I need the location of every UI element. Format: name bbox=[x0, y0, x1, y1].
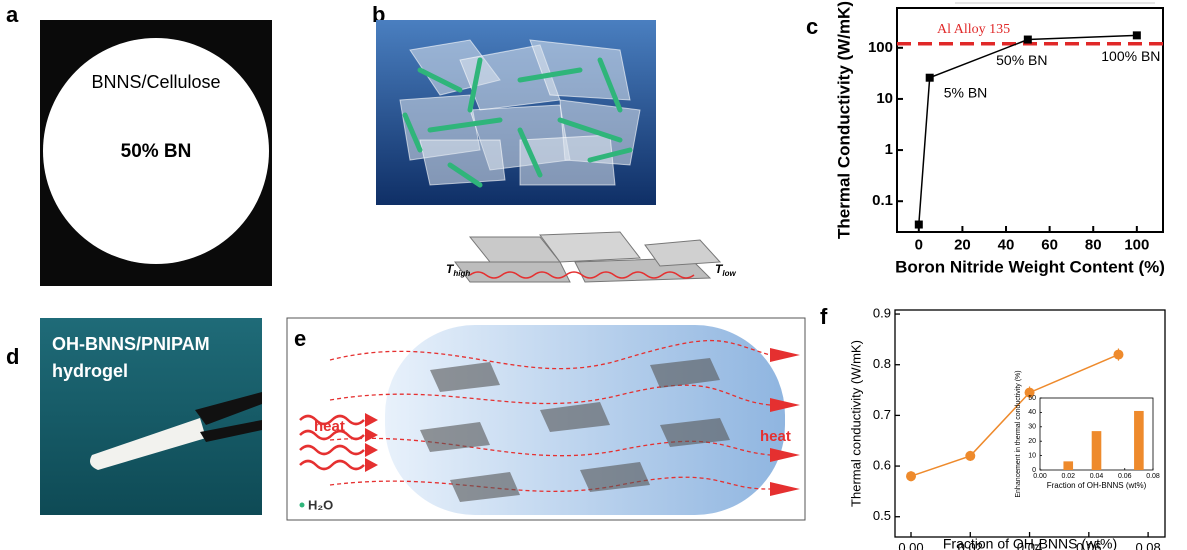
heat-label: heat bbox=[760, 428, 791, 445]
y-tick-label: 0.9 bbox=[873, 305, 891, 320]
y-tick-label: 0 bbox=[1032, 467, 1036, 474]
reference-label: Al Alloy 135 bbox=[937, 22, 1010, 37]
y-axis-label: Thermal Conductivity (W/mK) bbox=[834, 1, 853, 239]
data-point bbox=[1023, 35, 1032, 44]
sample-label: hydrogel bbox=[52, 361, 128, 381]
water-label: H₂O bbox=[308, 497, 333, 512]
symbol: T bbox=[715, 262, 724, 276]
y-tick-label: 0.6 bbox=[873, 458, 891, 473]
point-label: 50% BN bbox=[996, 52, 1047, 68]
symbol: T bbox=[446, 262, 455, 276]
hydrogel bbox=[90, 418, 206, 470]
subscript: low bbox=[722, 269, 736, 278]
x-axis-label: Fraction of OH-BNNS (wt%) bbox=[1047, 481, 1147, 490]
bar bbox=[1091, 431, 1102, 470]
y-tick-label: 0.8 bbox=[873, 356, 891, 371]
data-point bbox=[965, 450, 976, 461]
data-point bbox=[1113, 349, 1124, 360]
sample-label: OH-BNNS/PNIPAM bbox=[52, 334, 210, 354]
point-label: 5% BN bbox=[944, 84, 988, 100]
cellulose-fibers bbox=[402, 57, 633, 188]
x-tick-label: 80 bbox=[1085, 236, 1102, 253]
panel-letter: a bbox=[6, 2, 19, 27]
y-tick-label: 0.1 bbox=[872, 192, 893, 209]
x-tick-label: 100 bbox=[1124, 236, 1149, 253]
data-line bbox=[918, 34, 1137, 225]
temperature-label: Thigh bbox=[446, 262, 470, 278]
x-axis-label: Boron Nitride Weight Content (%) bbox=[895, 257, 1165, 276]
x-tick-label: 0.08 bbox=[1135, 540, 1160, 550]
x-tick-label: 0.02 bbox=[958, 540, 983, 550]
panel-letter: e bbox=[294, 326, 306, 351]
y-tick-label: 1 bbox=[885, 141, 893, 158]
panel-letter: d bbox=[6, 344, 19, 369]
tweezers bbox=[195, 392, 262, 442]
x-tick-label: 0.06 bbox=[1118, 473, 1132, 480]
x-tick-label: 40 bbox=[998, 236, 1015, 253]
point-label: 100% BN bbox=[1101, 48, 1160, 64]
y-tick-label: 30 bbox=[1028, 424, 1036, 431]
y-axis-label: Enhancement in thermal conductivity (%) bbox=[1015, 370, 1022, 497]
y-tick-label: 20 bbox=[1028, 438, 1036, 445]
y-tick-label: 50 bbox=[1028, 395, 1036, 402]
data-point bbox=[1024, 387, 1035, 398]
bar bbox=[1063, 461, 1074, 470]
panel-letter: c bbox=[806, 14, 818, 39]
x-tick-label: 0.04 bbox=[1017, 540, 1042, 550]
x-tick-label: 0.04 bbox=[1090, 473, 1104, 480]
y-axis-label: Thermal conductivity (W/mK) bbox=[848, 340, 863, 507]
bar bbox=[1134, 410, 1144, 470]
y-tick-label: 10 bbox=[1028, 452, 1036, 459]
x-tick-label: 60 bbox=[1041, 236, 1058, 253]
y-tick-label: 100 bbox=[868, 39, 893, 56]
arrows bbox=[365, 348, 800, 496]
data-point bbox=[1132, 31, 1141, 40]
y-tick-label: 0.5 bbox=[873, 508, 891, 523]
panel-letter: f bbox=[820, 304, 828, 329]
water-marker bbox=[299, 502, 305, 508]
x-tick-label: 0.00 bbox=[1033, 473, 1047, 480]
x-tick-label: 0.06 bbox=[1076, 540, 1101, 550]
data-point bbox=[914, 220, 923, 229]
x-axis-label: Fraction of OH-BNNS (wt%) bbox=[943, 536, 1117, 550]
heat-waves bbox=[299, 414, 365, 471]
heat-label: heat bbox=[314, 418, 345, 435]
y-tick-label: 0.7 bbox=[873, 407, 891, 422]
sample-label: BNNS/Cellulose bbox=[91, 72, 220, 92]
x-tick-label: 0.02 bbox=[1061, 473, 1075, 480]
data-point bbox=[925, 73, 934, 82]
conduction-diagram bbox=[454, 231, 722, 283]
subscript: high bbox=[453, 269, 470, 278]
data-point bbox=[906, 471, 917, 482]
y-tick-label: 40 bbox=[1028, 409, 1036, 416]
x-tick-label: 0 bbox=[915, 236, 923, 253]
x-tick-label: 20 bbox=[954, 236, 971, 253]
nanosheets bbox=[399, 39, 641, 186]
film-disk bbox=[43, 38, 269, 264]
sample-sublabel: 50% BN bbox=[121, 141, 192, 162]
x-tick-label: 0.00 bbox=[898, 540, 923, 550]
plot-frame bbox=[896, 7, 1164, 233]
x-tick-label: 0.08 bbox=[1146, 473, 1160, 480]
temperature-label: Tlow bbox=[715, 262, 736, 278]
data-line bbox=[910, 353, 1119, 477]
bnns-sheets bbox=[420, 358, 730, 502]
y-tick-label: 10 bbox=[876, 90, 893, 107]
